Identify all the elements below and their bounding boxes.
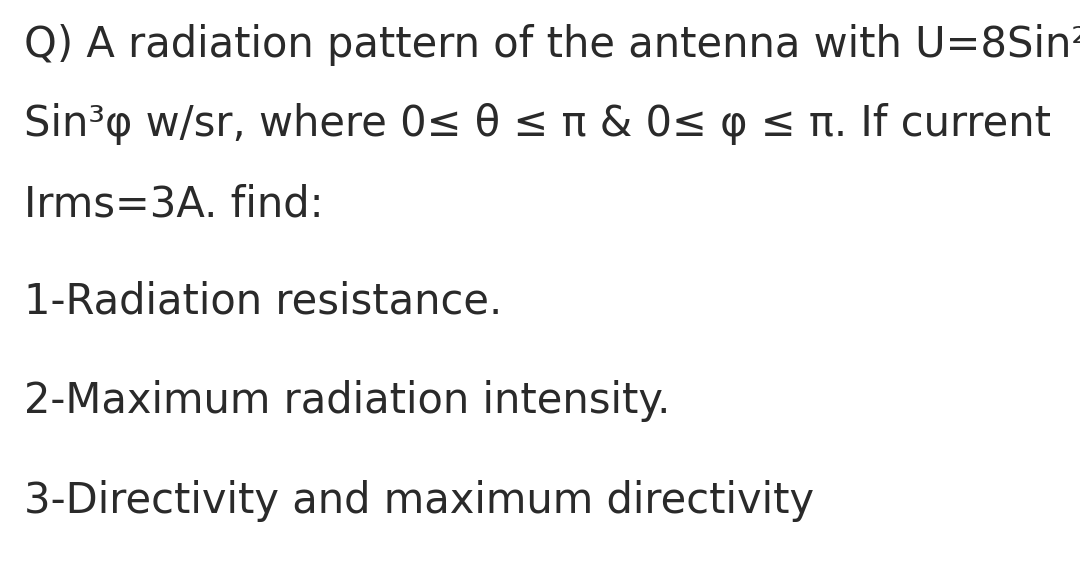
Text: 1-Radiation resistance.: 1-Radiation resistance. [24,280,502,322]
Text: Q) A radiation pattern of the antenna with U=8Sin²θ: Q) A radiation pattern of the antenna wi… [24,24,1080,66]
Text: Sin³φ w/sr, where 0≤ θ ≤ π & 0≤ φ ≤ π. If current: Sin³φ w/sr, where 0≤ θ ≤ π & 0≤ φ ≤ π. I… [24,103,1051,145]
Text: 2-Maximum radiation intensity.: 2-Maximum radiation intensity. [24,380,670,422]
Text: Irms=3A. find:: Irms=3A. find: [24,183,323,225]
Text: 3-Directivity and maximum directivity: 3-Directivity and maximum directivity [24,480,814,522]
